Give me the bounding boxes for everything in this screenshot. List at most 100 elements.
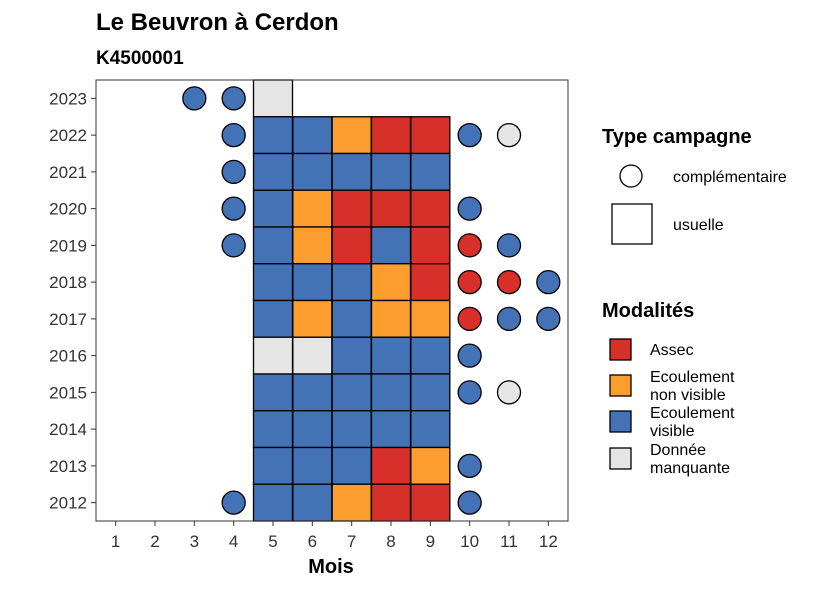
cell-2013-8	[370, 446, 412, 485]
point-2015-10	[457, 380, 482, 405]
legend-swatch-1	[609, 374, 632, 397]
point-2019-4	[221, 233, 246, 258]
point-2018-12	[536, 269, 561, 295]
y-tick-label-2023: 2023	[49, 89, 87, 108]
cell-2013-7	[331, 446, 372, 485]
cell-2018-8	[370, 263, 412, 302]
y-tick-label-2022: 2022	[49, 126, 87, 145]
legend-label-1: usuelle	[673, 217, 724, 234]
cell-2021-5	[252, 152, 294, 191]
x-tick-label-10: 10	[460, 532, 479, 551]
y-tick-label-2015: 2015	[49, 383, 87, 402]
legend-mod-label-1-0: Ecoulement	[650, 369, 735, 386]
y-tick-label-2018: 2018	[49, 273, 87, 292]
point-2018-10	[457, 269, 482, 295]
cell-2022-8	[370, 116, 412, 155]
cell-2022-9	[410, 116, 451, 155]
cell-2017-6	[292, 299, 333, 338]
cell-2014-9	[410, 410, 451, 449]
cell-2014-6	[292, 410, 333, 449]
x-axis: 1 2 3 4 5 6 7 8 9 10 11 12	[111, 521, 558, 551]
x-axis-title: Mois	[308, 556, 354, 578]
legend-mod-label-1-1: non visible	[650, 387, 726, 404]
cell-2012-7	[331, 483, 372, 522]
x-tick-label-7: 7	[347, 532, 356, 551]
point-2020-10	[457, 196, 482, 221]
cell-2014-7	[331, 410, 372, 449]
legend-swatch-2	[609, 410, 632, 433]
cell-2014-8	[370, 410, 412, 449]
y-tick-label-2017: 2017	[49, 310, 87, 329]
y-tick-label-2013: 2013	[49, 457, 87, 476]
legend-type-title: Type campagne	[602, 126, 752, 148]
cell-2021-9	[410, 152, 451, 191]
cell-2013-5	[252, 446, 294, 485]
cell-2012-9	[410, 483, 451, 522]
cell-2014-5	[252, 410, 294, 449]
legend-mod-label-2-0: Ecoulement	[650, 405, 735, 422]
point-2023-3	[182, 86, 207, 111]
point-2017-10	[457, 306, 482, 332]
cell-2015-9	[410, 373, 451, 412]
point-2022-4	[221, 122, 246, 148]
legend-swatch-3	[609, 447, 632, 470]
cell-2022-6	[292, 116, 333, 155]
x-tick-label-5: 5	[268, 532, 277, 551]
x-tick-label-12: 12	[539, 532, 558, 551]
y-tick-label-2014: 2014	[49, 420, 87, 439]
cell-2019-9	[410, 226, 451, 265]
x-tick-label-11: 11	[500, 532, 518, 551]
cell-2017-7	[331, 299, 372, 338]
cell-2016-7	[331, 336, 372, 375]
y-tick-label-2021: 2021	[49, 163, 87, 182]
data-marks	[182, 79, 561, 522]
cell-2022-5	[252, 116, 294, 155]
cell-2018-7	[331, 263, 372, 302]
cell-2016-8	[370, 336, 412, 375]
cell-2016-9	[410, 336, 451, 375]
y-axis: 2012 2013 2014 2015 2016 2017 2018 2019 2020 2021…	[49, 89, 96, 513]
point-2015-11	[496, 380, 522, 405]
cell-2017-8	[370, 299, 412, 338]
cell-2015-5	[252, 373, 294, 412]
cell-2016-5	[252, 336, 294, 375]
chart-subtitle: K4500001	[96, 48, 184, 69]
cell-2020-5	[252, 189, 294, 228]
cell-2022-7	[331, 116, 372, 155]
legend-mod-label-0-0: Assec	[650, 342, 694, 359]
x-tick-label-4: 4	[229, 532, 238, 551]
legend-key-0	[619, 164, 643, 188]
point-2017-11	[496, 306, 522, 332]
cell-2015-8	[370, 373, 412, 412]
point-2022-11	[496, 122, 522, 148]
cell-2019-8	[370, 226, 412, 265]
legend-swatch-0	[609, 338, 632, 361]
cell-2015-7	[331, 373, 372, 412]
cell-2017-9	[410, 299, 451, 338]
cell-2012-8	[370, 483, 412, 522]
cell-2015-6	[292, 373, 333, 412]
y-tick-label-2016: 2016	[49, 347, 87, 366]
point-2012-4	[221, 490, 246, 515]
legend-mod-label-2-1: visible	[650, 423, 695, 440]
cell-2012-5	[252, 483, 294, 522]
panel-frame	[95, 79, 569, 522]
cell-2021-6	[292, 152, 333, 191]
y-tick-label-2020: 2020	[49, 200, 87, 219]
legend-label-0: complémentaire	[673, 169, 787, 186]
cell-2020-8	[370, 189, 412, 228]
cell-2018-5	[252, 263, 294, 302]
point-2016-10	[457, 343, 482, 368]
x-tick-label-8: 8	[386, 532, 395, 551]
legend-key-1	[611, 203, 653, 245]
point-2017-12	[536, 306, 561, 332]
point-2023-4	[221, 86, 246, 111]
point-2012-10	[457, 490, 482, 515]
y-tick-label-2012: 2012	[49, 494, 87, 513]
legend-mod-label-3-1: manquante	[650, 460, 730, 477]
legend-mod-label-3-0: Donnée	[650, 442, 706, 459]
y-tick-label-2019: 2019	[49, 236, 87, 255]
cell-2020-9	[410, 189, 451, 228]
